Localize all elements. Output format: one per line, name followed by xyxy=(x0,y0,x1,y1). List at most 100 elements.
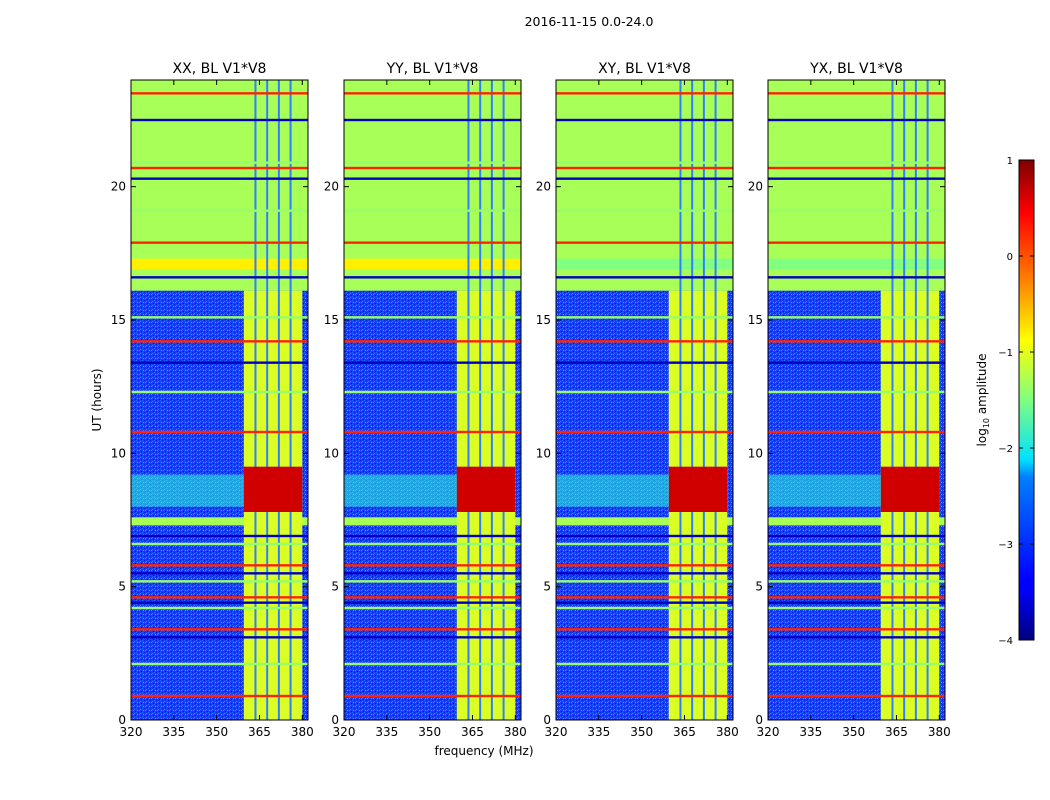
rfi-line xyxy=(131,662,308,666)
rfi-line xyxy=(344,316,521,319)
rfi-line xyxy=(131,161,308,164)
rfi-line xyxy=(344,177,521,180)
y-tick-label: 0 xyxy=(118,713,126,727)
flagged-region xyxy=(768,517,945,526)
rfi-line xyxy=(556,241,733,244)
rfi-line xyxy=(768,430,945,434)
rfi-line xyxy=(768,628,945,631)
y-tick-label: 5 xyxy=(543,580,551,594)
rfi-line xyxy=(344,694,521,698)
strip-region xyxy=(768,258,945,270)
figure-suptitle: 2016-11-15 0.0-24.0 xyxy=(525,14,654,29)
burst-halo xyxy=(131,474,244,507)
x-tick-label: 350 xyxy=(630,725,653,739)
x-tick-label: 380 xyxy=(928,725,951,739)
rfi-line xyxy=(556,161,733,164)
panel-title: XX, BL V1*V8 xyxy=(173,61,267,77)
strip-region xyxy=(556,258,733,270)
x-tick-label: 335 xyxy=(799,725,822,739)
rfi-line xyxy=(131,564,308,567)
rfi-line xyxy=(768,209,945,212)
axes-frame xyxy=(555,79,734,721)
rfi-line xyxy=(131,118,308,122)
rfi-line xyxy=(556,276,733,279)
colorbar-tick-label: −4 xyxy=(998,636,1013,647)
colorbar-tick-label: −2 xyxy=(998,444,1013,455)
x-tick-label: 365 xyxy=(673,725,696,739)
rfi-line xyxy=(556,209,733,212)
panel-title: YX, BL V1*V8 xyxy=(809,61,903,77)
rfi-line xyxy=(344,390,521,394)
spectrogram xyxy=(131,80,308,720)
rfi-line xyxy=(556,390,733,394)
x-tick-label: 365 xyxy=(461,725,484,739)
rfi-line xyxy=(131,92,308,95)
burst-region xyxy=(456,466,516,512)
flagged-region xyxy=(131,517,308,526)
rfi-line xyxy=(556,430,733,434)
rfi-line xyxy=(768,601,945,604)
rfi-line xyxy=(556,601,733,604)
rfi-line xyxy=(768,534,945,538)
rfi-line xyxy=(556,340,733,343)
rfi-line xyxy=(556,177,733,180)
rfi-line xyxy=(131,572,308,575)
rfi-line xyxy=(344,534,521,538)
panel-yy: 320 335 350 365 380 0 5 10 15 20 YY, BL V1*V8 xyxy=(324,61,527,739)
strip-region xyxy=(344,258,521,270)
y-tick-label: 5 xyxy=(331,580,339,594)
rfi-line xyxy=(556,636,733,639)
y-axis-label: UT (hours) xyxy=(90,368,104,431)
x-tick-label: 365 xyxy=(248,725,271,739)
rfi-line xyxy=(344,662,521,666)
rfi-line xyxy=(768,166,945,170)
rfi-line xyxy=(131,166,308,170)
rfi-line xyxy=(768,636,945,639)
y-tick-label: 15 xyxy=(536,313,551,327)
colorbar-tick-label: −1 xyxy=(998,348,1013,359)
spectrogram xyxy=(768,80,945,720)
burst-region xyxy=(880,466,940,512)
rfi-line xyxy=(344,636,521,639)
rfi-line xyxy=(556,534,733,538)
y-tick-label: 0 xyxy=(755,713,763,727)
colorbar-tick-label: −3 xyxy=(998,540,1013,551)
rfi-line xyxy=(344,542,521,546)
rfi-line xyxy=(344,340,521,343)
rfi-line xyxy=(131,542,308,546)
x-tick-label: 320 xyxy=(545,725,568,739)
rfi-line xyxy=(131,316,308,319)
rfi-line xyxy=(768,276,945,279)
x-tick-label: 350 xyxy=(842,725,865,739)
x-tick-label: 320 xyxy=(120,725,143,739)
axes-frame xyxy=(767,79,946,721)
rfi-line xyxy=(556,166,733,170)
rfi-line xyxy=(556,564,733,567)
rfi-line xyxy=(344,580,521,583)
x-tick-label: 380 xyxy=(291,725,314,739)
rfi-line xyxy=(768,118,945,122)
rfi-line xyxy=(556,572,733,575)
rfi-line xyxy=(556,606,733,610)
rfi-line xyxy=(768,241,945,244)
y-tick-label: 5 xyxy=(755,580,763,594)
rfi-line xyxy=(768,340,945,343)
y-tick-label: 15 xyxy=(748,313,763,327)
x-tick-label: 335 xyxy=(162,725,185,739)
rfi-line xyxy=(768,564,945,567)
rfi-line xyxy=(344,241,521,244)
burst-region xyxy=(668,466,728,512)
spectrogram xyxy=(556,80,733,720)
rfi-line xyxy=(556,542,733,546)
burst-halo xyxy=(768,474,881,507)
x-tick-label: 380 xyxy=(504,725,527,739)
spectrogram xyxy=(344,80,521,720)
rfi-line xyxy=(556,316,733,319)
burst-halo xyxy=(344,474,457,507)
rfi-line xyxy=(131,430,308,434)
rfi-line xyxy=(344,564,521,567)
y-tick-label: 0 xyxy=(331,713,339,727)
y-tick-label: 10 xyxy=(536,446,551,460)
panel-xy: 320 335 350 365 380 0 5 10 15 20 XY, BL V1*V8 xyxy=(536,61,739,739)
